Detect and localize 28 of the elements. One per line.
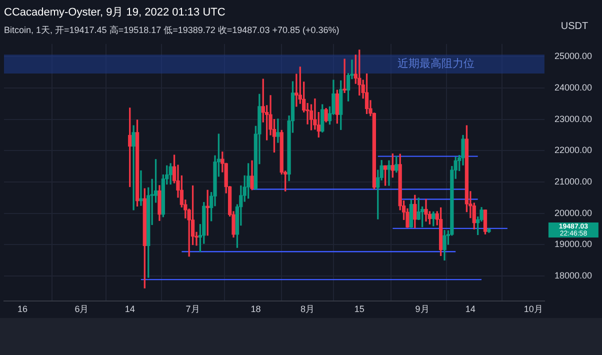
y-tick-label: 22000.00: [554, 145, 592, 156]
y-tick-label: 19000.00: [554, 239, 592, 250]
x-tick-label: 14: [465, 304, 476, 314]
x-tick-label: 15: [354, 304, 364, 314]
chart-title: CCacademy-Oyster, 9月 19, 2022 01:13 UTC: [4, 6, 226, 19]
x-tick-label: 8月: [300, 304, 315, 314]
x-tick-label: 18: [250, 304, 261, 314]
x-tick-label: 14: [124, 304, 135, 314]
y-axis-title: USDT: [560, 20, 588, 32]
y-tick-label: 24000.00: [554, 82, 592, 92]
candlestick: [342, 58, 346, 93]
x-tick-label: 16: [18, 304, 28, 314]
x-tick-label: 9月: [415, 304, 430, 314]
candlestick: [424, 198, 428, 222]
y-tick-label: 21000.00: [554, 176, 592, 186]
band-label: 近期最高阻力位: [397, 56, 474, 70]
candlestick: [276, 118, 280, 143]
x-tick-label: 10月: [524, 304, 543, 314]
y-tick-label: 25000.00: [554, 51, 592, 62]
y-tick-label: 18000.00: [554, 270, 592, 281]
chart-subtitle: Bitcoin, 1天, 开=19417.45 高=19518.17 低=19389.72 收=19487.03 +70.85 (+0.36%): [4, 25, 340, 36]
candlestick: [132, 125, 136, 210]
candlestick: [387, 160, 391, 186]
y-tick-label: 23000.00: [554, 114, 592, 124]
y-tick-label: 20000.00: [554, 208, 592, 218]
candlestick: [139, 170, 143, 206]
x-tick-label: 6月: [74, 304, 89, 314]
x-tick-label: 7月: [186, 304, 200, 314]
